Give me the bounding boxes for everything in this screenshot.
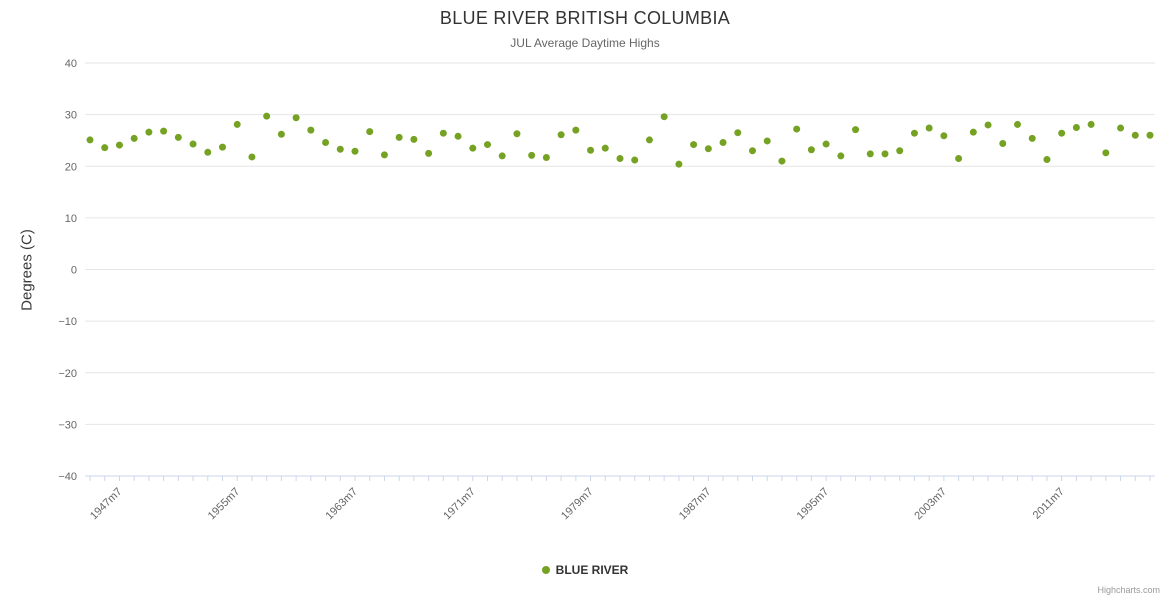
data-point[interactable]: 1999m7: 22.4 [881, 150, 889, 158]
data-point[interactable]: 2016m7: 26 [1131, 131, 1139, 139]
x-axis-label: 1947m7 [88, 486, 125, 523]
data-point[interactable]: 1989m7: 26.5 [734, 129, 742, 137]
data-point[interactable]: 1997m7: 27.1 [852, 126, 860, 134]
data-point[interactable]: 1948m7: 25.4 [130, 134, 138, 142]
data-point[interactable]: 2000m7: 23 [896, 147, 904, 155]
data-point[interactable]: 1964m7: 26.7 [366, 128, 374, 136]
data-point[interactable]: 2005m7: 26.6 [969, 128, 977, 136]
y-axis-label: 10 [65, 213, 77, 225]
y-axis-label: −20 [58, 368, 77, 380]
data-point[interactable]: 1987m7: 23.4 [704, 145, 712, 153]
data-point[interactable]: 1967m7: 25.2 [410, 135, 418, 143]
data-point[interactable]: 1951m7: 25.6 [174, 133, 182, 141]
data-point[interactable]: 1946m7: 23.6 [101, 144, 109, 152]
data-point[interactable]: 2010m7: 21.3 [1043, 156, 1051, 164]
data-point[interactable]: 1988m7: 24.6 [719, 139, 727, 147]
data-point[interactable]: 2006m7: 28 [984, 121, 992, 129]
data-point[interactable]: 1996m7: 22 [837, 152, 845, 160]
data-point[interactable]: 1955m7: 28.1 [233, 120, 241, 128]
y-axis-label: 20 [65, 161, 77, 173]
data-point[interactable]: 1975m7: 22.1 [528, 151, 536, 159]
data-point[interactable]: 1986m7: 24.2 [690, 141, 698, 149]
data-point[interactable]: 1966m7: 25.6 [395, 133, 403, 141]
data-point[interactable]: 1982m7: 21.2 [631, 156, 639, 164]
highcharts-credit-link[interactable]: Highcharts.com [1097, 585, 1160, 595]
data-point[interactable]: 2001m7: 26.4 [910, 129, 918, 137]
data-point[interactable]: 2013m7: 28.1 [1087, 120, 1095, 128]
y-axis-label: 0 [71, 265, 77, 277]
data-point[interactable]: 1957m7: 29.7 [263, 112, 271, 120]
data-point[interactable]: 1993m7: 27.2 [793, 125, 801, 133]
data-point[interactable]: 1947m7: 24.1 [115, 141, 123, 149]
data-point[interactable]: 2009m7: 25.4 [1028, 134, 1036, 142]
data-point[interactable]: 1983m7: 25.1 [645, 136, 653, 144]
data-point[interactable]: 2012m7: 27.5 [1072, 124, 1080, 132]
data-point[interactable]: 1962m7: 23.3 [336, 145, 344, 153]
data-point[interactable]: 2008m7: 28.1 [1014, 120, 1021, 128]
data-point[interactable]: 1959m7: 29.4 [292, 114, 300, 122]
data-point[interactable]: 1985m7: 20.4 [675, 160, 683, 168]
data-point[interactable]: 1960m7: 27 [307, 126, 315, 134]
data-point[interactable]: 2014m7: 22.6 [1102, 149, 1110, 157]
data-point[interactable]: 1974m7: 26.3 [513, 130, 521, 138]
data-point[interactable]: 2002m7: 27.4 [925, 124, 933, 132]
x-axis-label: 1971m7 [441, 486, 478, 523]
x-axis-label: 1987m7 [677, 486, 714, 523]
data-point[interactable]: 1963m7: 22.9 [351, 147, 359, 155]
data-point[interactable]: 1953m7: 22.7 [204, 148, 212, 156]
chart-title: BLUE RIVER BRITISH COLUMBIA [439, 8, 731, 28]
data-point[interactable]: 1992m7: 21 [778, 157, 786, 165]
data-point[interactable]: 2004m7: 21.5 [955, 155, 963, 163]
data-point[interactable]: 1954m7: 23.7 [219, 143, 226, 151]
data-point[interactable]: 1994m7: 23.2 [807, 146, 815, 154]
data-point[interactable]: 1980m7: 23.5 [601, 144, 609, 152]
data-point[interactable]: 1991m7: 24.9 [763, 137, 771, 145]
data-point[interactable]: 1978m7: 27 [572, 126, 580, 134]
data-point[interactable]: 1961m7: 24.6 [322, 139, 330, 147]
data-point[interactable]: 2003m7: 25.9 [940, 132, 948, 140]
data-point[interactable]: 1958m7: 26.2 [277, 130, 285, 138]
data-point[interactable]: 1965m7: 22.2 [380, 151, 388, 159]
x-axis-label: 1963m7 [324, 486, 361, 523]
data-point[interactable]: 1995m7: 24.3 [822, 140, 830, 148]
x-axis-label: 1955m7 [206, 486, 243, 523]
data-point[interactable]: 1970m7: 25.8 [454, 132, 462, 140]
y-axis-label: −30 [58, 419, 77, 431]
chart-subtitle: JUL Average Daytime Highs [510, 36, 660, 50]
y-axis-label: 30 [65, 110, 77, 122]
y-axis-label: −10 [58, 316, 77, 328]
data-point[interactable]: 1950m7: 26.8 [160, 127, 168, 135]
data-point[interactable]: 2015m7: 27.4 [1117, 124, 1125, 132]
legend-marker-icon [541, 566, 550, 574]
data-point[interactable]: 1990m7: 23 [749, 147, 756, 155]
data-point[interactable]: 1981m7: 21.5 [616, 155, 624, 163]
data-point[interactable]: 1949m7: 26.6 [145, 128, 153, 136]
data-point[interactable]: 1973m7: 22 [498, 152, 506, 160]
data-point[interactable]: 2007m7: 24.4 [999, 140, 1007, 148]
data-point[interactable]: 1977m7: 26.1 [557, 131, 565, 139]
y-axis-label: 40 [65, 58, 77, 70]
y-axis-label: −40 [58, 471, 77, 483]
legend-label: BLUE RIVER [555, 563, 629, 577]
x-axis-label: 2003m7 [912, 486, 949, 523]
data-point[interactable]: 1979m7: 23.1 [587, 146, 595, 154]
data-point[interactable]: 1998m7: 22.4 [866, 150, 874, 158]
legend-item-blue-river[interactable]: BLUE RIVER [0, 563, 1170, 577]
data-point[interactable]: 1952m7: 24.3 [189, 140, 197, 148]
data-point[interactable]: 1984m7: 29.6 [660, 113, 668, 121]
x-axis-label: 2011m7 [1031, 486, 1067, 522]
x-axis-label: 1979m7 [559, 486, 596, 523]
data-point[interactable]: 2011m7: 26.4 [1058, 129, 1066, 137]
data-point[interactable]: 1972m7: 24.2 [484, 141, 491, 149]
data-point[interactable]: 1956m7: 21.8 [248, 153, 256, 161]
data-point[interactable]: 1971m7: 23.5 [469, 144, 477, 152]
data-point[interactable]: 1968m7: 22.5 [425, 149, 433, 157]
data-point[interactable]: 1969m7: 26.4 [439, 129, 447, 137]
data-point[interactable]: 1945m7: 25.1 [86, 136, 94, 144]
x-axis-label: 1995m7 [795, 486, 832, 523]
data-point[interactable]: 1976m7: 21.7 [542, 153, 550, 161]
data-point[interactable]: 2017m7: 26 [1146, 131, 1154, 139]
